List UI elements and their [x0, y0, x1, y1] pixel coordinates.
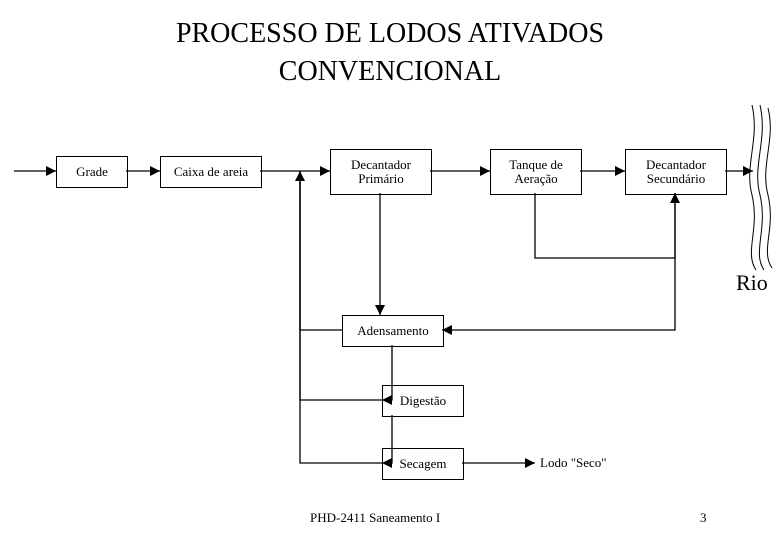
label-rio: Rio [736, 270, 768, 296]
title-line-2: CONVENCIONAL [0, 56, 780, 88]
footer-text: PHD-2411 Saneamento I [310, 510, 440, 526]
node-digestao: Digestão [382, 385, 464, 417]
dec-sec-l2: Secundário [647, 172, 705, 186]
node-grade: Grade [56, 156, 128, 188]
digest-label: Digestão [400, 394, 446, 408]
tanque-l2: Aeração [514, 172, 557, 186]
tanque-l1: Tanque de [509, 158, 563, 172]
dec-sec-l1: Decantador [646, 158, 706, 172]
node-caixa-label: Caixa de areia [174, 165, 248, 179]
label-lodo-seco: Lodo "Seco" [540, 455, 607, 471]
dec-prim-l1: Decantador [351, 158, 411, 172]
secagem-label: Secagem [400, 457, 447, 471]
node-grade-label: Grade [76, 165, 108, 179]
dec-prim-l2: Primário [358, 172, 404, 186]
footer-page: 3 [700, 510, 707, 526]
node-caixa-de-areia: Caixa de areia [160, 156, 262, 188]
adens-label: Adensamento [357, 324, 428, 338]
node-decantador-secundario: Decantador Secundário [625, 149, 727, 195]
node-secagem: Secagem [382, 448, 464, 480]
node-adensamento: Adensamento [342, 315, 444, 347]
title-line-1: PROCESSO DE LODOS ATIVADOS [0, 18, 780, 50]
node-tanque-aeracao: Tanque de Aeração [490, 149, 582, 195]
node-decantador-primario: Decantador Primário [330, 149, 432, 195]
